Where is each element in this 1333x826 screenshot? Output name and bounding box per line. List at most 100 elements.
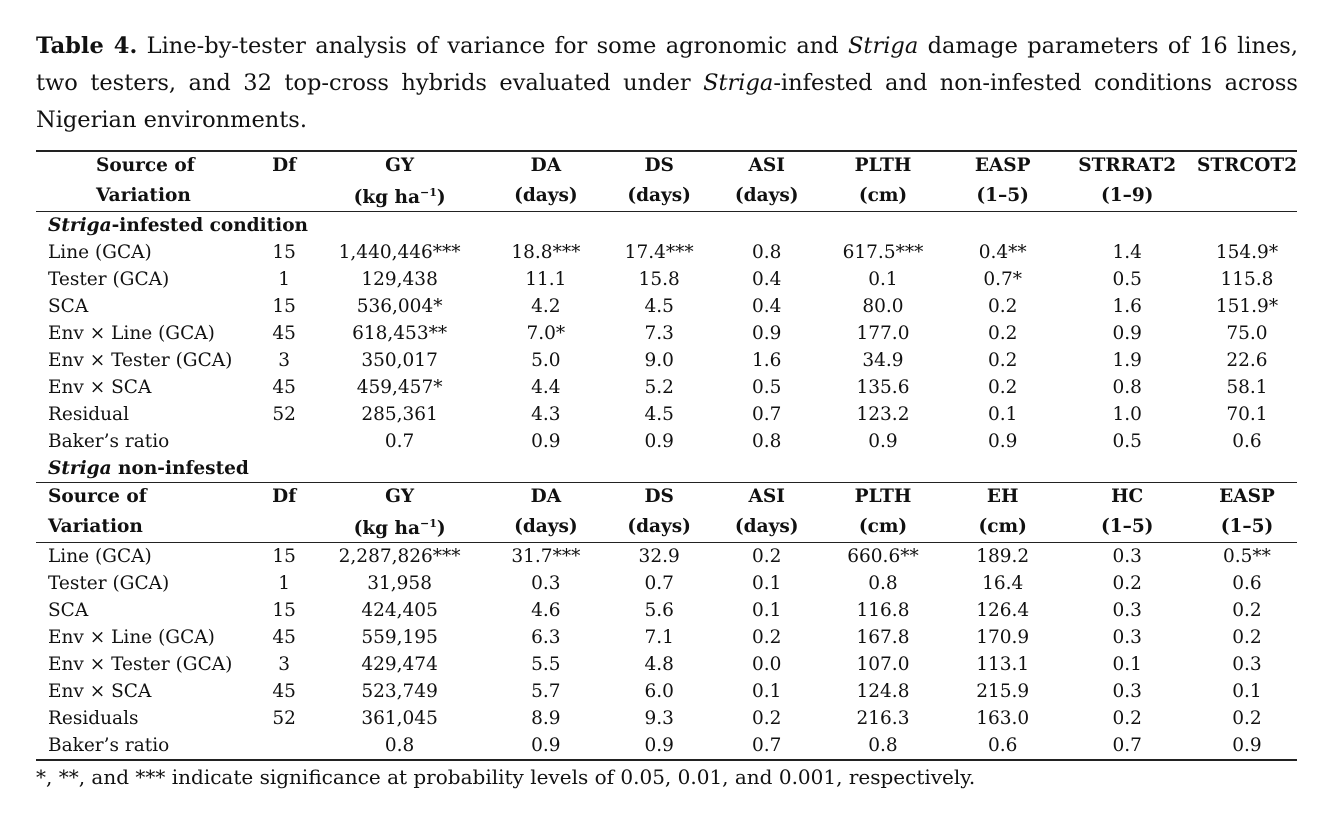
column-header: EASP	[1219, 486, 1275, 508]
row-label: Line (GCA)	[48, 546, 152, 568]
table-cell: 31.7***	[511, 546, 581, 568]
column-header: Df	[257, 150, 311, 179]
table-cell: 6.3	[531, 627, 561, 649]
table-cell: 8.9	[531, 708, 561, 730]
table-cell: 9.3	[644, 708, 674, 730]
table-cell: 4.6	[531, 600, 561, 622]
table-cell: 0.5	[1112, 431, 1142, 453]
table-cell: 7.1	[644, 627, 674, 649]
column-header	[257, 510, 311, 544]
table-cell: 0.8	[310, 732, 489, 762]
caption-striga-1: Striga	[848, 33, 919, 59]
table-cell: 34.9	[862, 350, 904, 372]
header-row-3: Source of Df GY DA DS ASI PLTH EH HC EASP	[36, 483, 1297, 511]
table-body: Source of Df GY DA DS ASI PLTH EASP STRRAT2 STRCO…	[36, 150, 1297, 762]
table-cell: 0.7	[751, 404, 782, 426]
column-header: DS	[602, 150, 716, 179]
table-row: Env × Tester (GCA) 3 429,474 5.5 4.8 0.0 107.0…	[36, 651, 1297, 678]
column-header: STRRAT2	[1057, 150, 1197, 179]
table-cell: 5.5	[531, 654, 561, 676]
table-row: Env × Line (GCA) 45 618,453** 7.0* 7.3 0.9 177…	[36, 320, 1297, 347]
table-row: Line (GCA) 15 2,287,826*** 31.7*** 32.9 0.2 66…	[36, 543, 1297, 571]
table-cell: 0.3	[1112, 627, 1142, 649]
table-cell: 0.9	[531, 431, 561, 453]
table-cell: 0.5	[751, 377, 782, 399]
table-cell: 0.2	[1232, 708, 1262, 730]
table-row: Residual 52 285,361 4.3 4.5 0.7 123.2 0.1 1.0 70.…	[36, 401, 1297, 428]
table-cell: 0.8	[751, 242, 782, 264]
header-row-4: Variation (kg ha−1) (days) (days) (days) (cm)…	[36, 510, 1297, 544]
column-header: (1–5)	[1196, 510, 1297, 544]
table-cell: 5.0	[531, 350, 561, 372]
table-cell: 617.5***	[842, 242, 924, 264]
column-header: (1–5)	[947, 179, 1058, 213]
section-title-text: -infested condition	[111, 215, 308, 237]
column-header	[1196, 179, 1297, 213]
table-cell: 7.3	[644, 323, 674, 345]
table-cell: 0.2	[751, 546, 782, 568]
row-label: Env × SCA	[48, 681, 152, 703]
table-cell: 0.7*	[983, 269, 1023, 291]
table-cell: 559,195	[361, 627, 438, 649]
table-cell: 3	[278, 350, 291, 372]
table-cell: 18.8***	[511, 242, 581, 264]
table-cell: 167.8	[856, 627, 910, 649]
table-cell: 163.0	[976, 708, 1030, 730]
column-header: (days)	[488, 179, 603, 213]
table-cell: 0.4**	[978, 242, 1027, 264]
section-2-title-row: Striga non-infested	[36, 455, 1297, 484]
table-cell: 0.4	[751, 296, 782, 318]
table-cell: 154.9*	[1215, 242, 1279, 264]
table-cell: 536,004*	[356, 296, 443, 318]
header-row-2: Variation (kg ha−1) (days) (days) (days) (cm)…	[36, 179, 1297, 213]
table-cell: 285,361	[361, 404, 438, 426]
table-cell: 0.1	[751, 600, 782, 622]
section-title-italic: Striga	[48, 215, 112, 237]
table-cell: 0.9	[1112, 323, 1142, 345]
table-cell: 4.5	[644, 296, 674, 318]
table-cell: 15	[272, 296, 296, 318]
table-cell: 45	[272, 681, 296, 703]
row-label: Env × SCA	[48, 377, 152, 399]
table-cell: 1,440,446***	[338, 242, 461, 264]
table-cell: 1	[278, 269, 291, 291]
caption-text-1: Line-by-tester analysis of variance for …	[137, 33, 849, 59]
column-header: (days)	[488, 510, 603, 544]
section-title: Striga-infested condition	[36, 212, 1297, 240]
column-header: (days)	[602, 510, 716, 544]
table-cell: 0.5**	[1223, 546, 1271, 568]
column-header: Df	[272, 486, 297, 508]
table-cell: 124.8	[856, 681, 910, 703]
table-cell: 0.3	[1112, 681, 1142, 703]
table-cell: 1.9	[1112, 350, 1142, 372]
row-label: Residuals	[48, 708, 139, 730]
section-title: Striga non-infested	[36, 455, 1297, 484]
table-cell: 0.6	[1232, 431, 1262, 453]
table-cell: 216.3	[856, 708, 910, 730]
column-header: ASI	[715, 150, 819, 179]
table-cell: 0.9	[488, 732, 603, 762]
table-cell: 0.4	[751, 269, 782, 291]
row-label: Env × Line (GCA)	[48, 627, 215, 649]
table-cell: 75.0	[1226, 323, 1268, 345]
column-header: (days)	[602, 179, 716, 213]
table-row: Line (GCA) 15 1,440,446*** 18.8*** 17.4*** 0.…	[36, 239, 1297, 266]
table-cell: 126.4	[976, 600, 1030, 622]
table-cell: 660.6**	[847, 546, 919, 568]
column-header	[257, 179, 311, 213]
table-cell: 0.2	[751, 708, 782, 730]
column-header: (1–9)	[1057, 179, 1197, 213]
table-cell: 0.3	[1112, 600, 1142, 622]
table-cell: 52	[272, 708, 296, 730]
column-header: DS	[644, 486, 674, 508]
table-cell: 107.0	[856, 654, 910, 676]
table-footnote: *, **, and *** indicate significance at …	[36, 765, 976, 789]
column-header: Source of	[36, 150, 258, 179]
table-cell: 189.2	[976, 546, 1030, 568]
table-cell: 45	[272, 323, 296, 345]
column-header: Variation	[36, 179, 258, 213]
table-cell: 80.0	[862, 296, 904, 318]
table-cell: 17.4***	[624, 242, 694, 264]
row-label: SCA	[48, 600, 89, 622]
table-cell: 0.8	[1112, 377, 1142, 399]
